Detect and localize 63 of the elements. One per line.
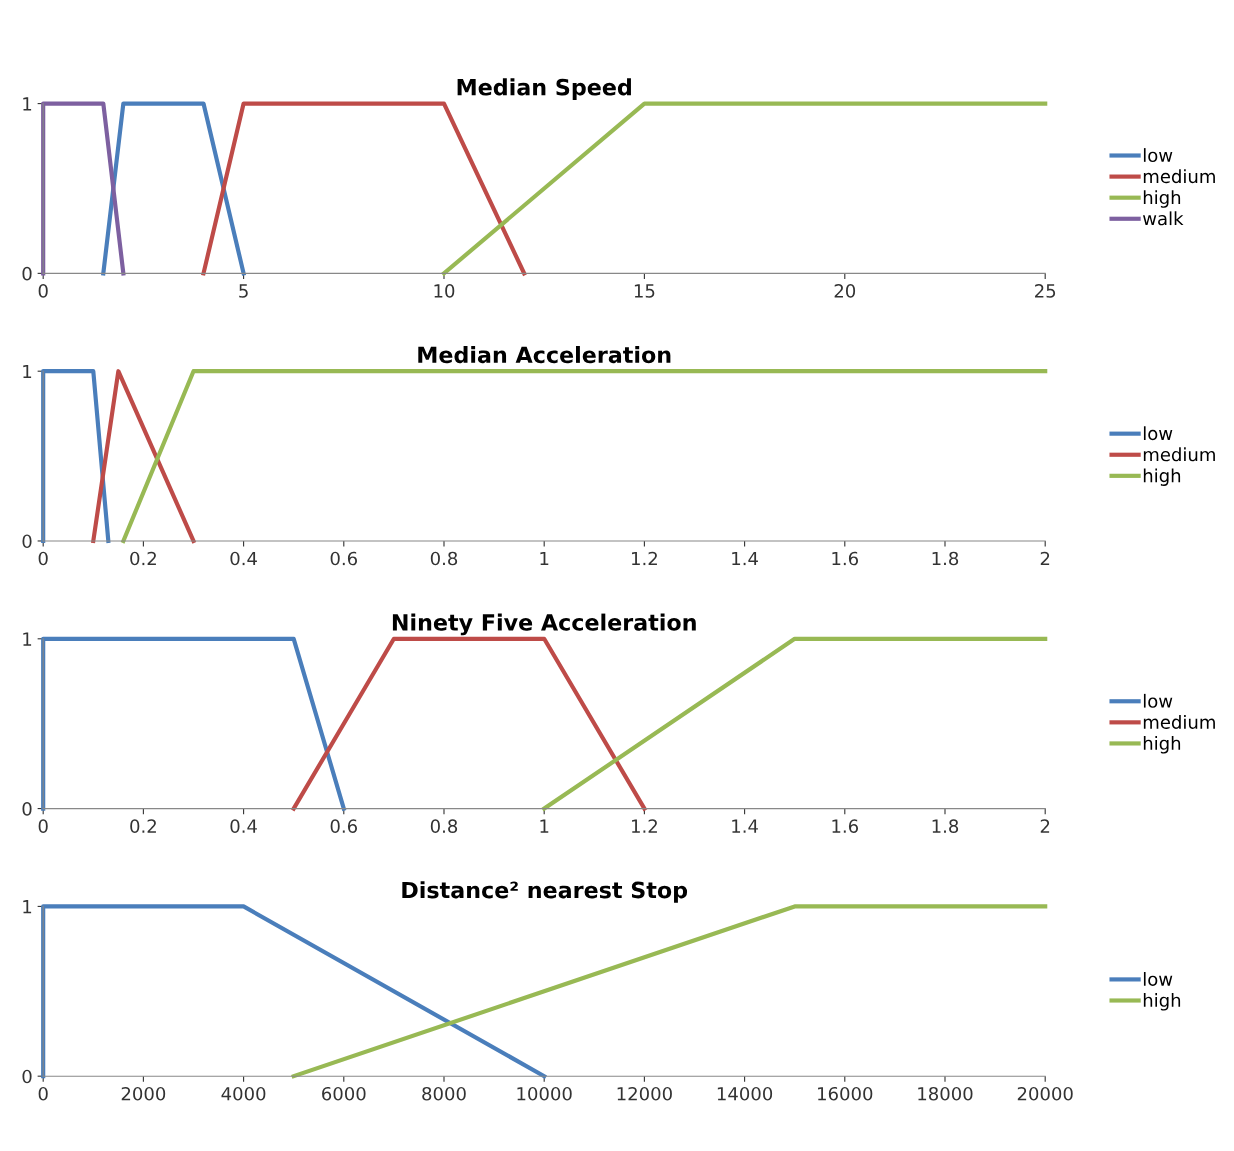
x-tick-label: 1.6 (832, 551, 859, 566)
x-tick-label: 0.2 (130, 819, 156, 833)
y-tick-label: 1 (23, 97, 32, 111)
x-tick-label: 1.4 (732, 819, 758, 833)
legend-label: low (1143, 972, 1173, 986)
chart-title: Ninety Five Acceleration (392, 613, 696, 636)
legend-label: high (1143, 190, 1181, 208)
x-tick-label: 0.4 (230, 819, 257, 833)
legend-label: medium (1143, 169, 1215, 184)
y-tick-label: 0 (22, 1069, 32, 1084)
x-tick-label: 0.2 (130, 551, 156, 566)
x-tick-label: 10 (434, 284, 455, 298)
y-tick-label: 1 (23, 632, 32, 646)
x-tick-label: 10000 (517, 1086, 572, 1101)
legend-label: medium (1143, 447, 1215, 462)
x-tick-label: 1.2 (632, 551, 657, 566)
x-tick-label: 0 (38, 1086, 48, 1101)
x-tick-label: 0 (38, 819, 48, 833)
x-tick-label: 1.8 (932, 551, 959, 566)
y-tick-label: 1 (23, 364, 32, 379)
chart-title: Median Acceleration (418, 345, 671, 364)
x-tick-label: 1.6 (832, 819, 859, 833)
legend-label: high (1143, 993, 1181, 1011)
x-tick-label: 25 (1035, 284, 1056, 298)
x-tick-label: 0.8 (430, 819, 458, 833)
x-tick-label: 1.8 (932, 819, 959, 833)
chart-title: Distance² nearest Stop (402, 881, 688, 903)
legend-label: walk (1143, 211, 1184, 226)
x-tick-label: 1 (540, 819, 549, 833)
y-tick-label: 1 (23, 900, 32, 914)
x-tick-label: 18000 (918, 1086, 973, 1101)
chart-title: Median Speed (457, 78, 631, 100)
legend-label: low (1143, 148, 1173, 163)
y-tick-label: 0 (22, 534, 32, 549)
legend-label: low (1143, 693, 1173, 708)
x-tick-label: 20000 (1017, 1086, 1073, 1101)
x-tick-label: 0.6 (330, 551, 358, 566)
legend-label: medium (1143, 714, 1215, 729)
x-tick-label: 0 (38, 551, 48, 566)
x-tick-label: 8000 (422, 1086, 466, 1101)
x-tick-label: 2000 (121, 1086, 166, 1101)
x-tick-label: 16000 (818, 1086, 873, 1101)
x-tick-label: 1.2 (632, 819, 657, 833)
x-tick-label: 20 (834, 284, 856, 298)
x-tick-label: 0.6 (330, 819, 358, 833)
legend-label: low (1143, 426, 1173, 441)
x-tick-label: 2 (1040, 819, 1050, 833)
x-tick-label: 14000 (717, 1086, 773, 1101)
x-tick-label: 15 (634, 284, 655, 298)
x-tick-label: 4000 (221, 1086, 266, 1101)
legend-label: high (1143, 468, 1181, 486)
x-tick-label: 1 (540, 551, 549, 566)
y-tick-label: 0 (22, 802, 32, 816)
x-tick-label: 5 (239, 284, 248, 298)
x-tick-label: 12000 (617, 1086, 672, 1101)
y-tick-label: 0 (22, 266, 32, 281)
x-tick-label: 0.8 (430, 551, 458, 566)
x-tick-label: 0 (38, 284, 48, 298)
x-tick-label: 2 (1040, 551, 1050, 566)
x-tick-label: 1.4 (732, 551, 758, 566)
x-tick-label: 0.4 (230, 551, 257, 566)
legend-label: high (1143, 736, 1181, 754)
x-tick-label: 6000 (322, 1086, 366, 1101)
